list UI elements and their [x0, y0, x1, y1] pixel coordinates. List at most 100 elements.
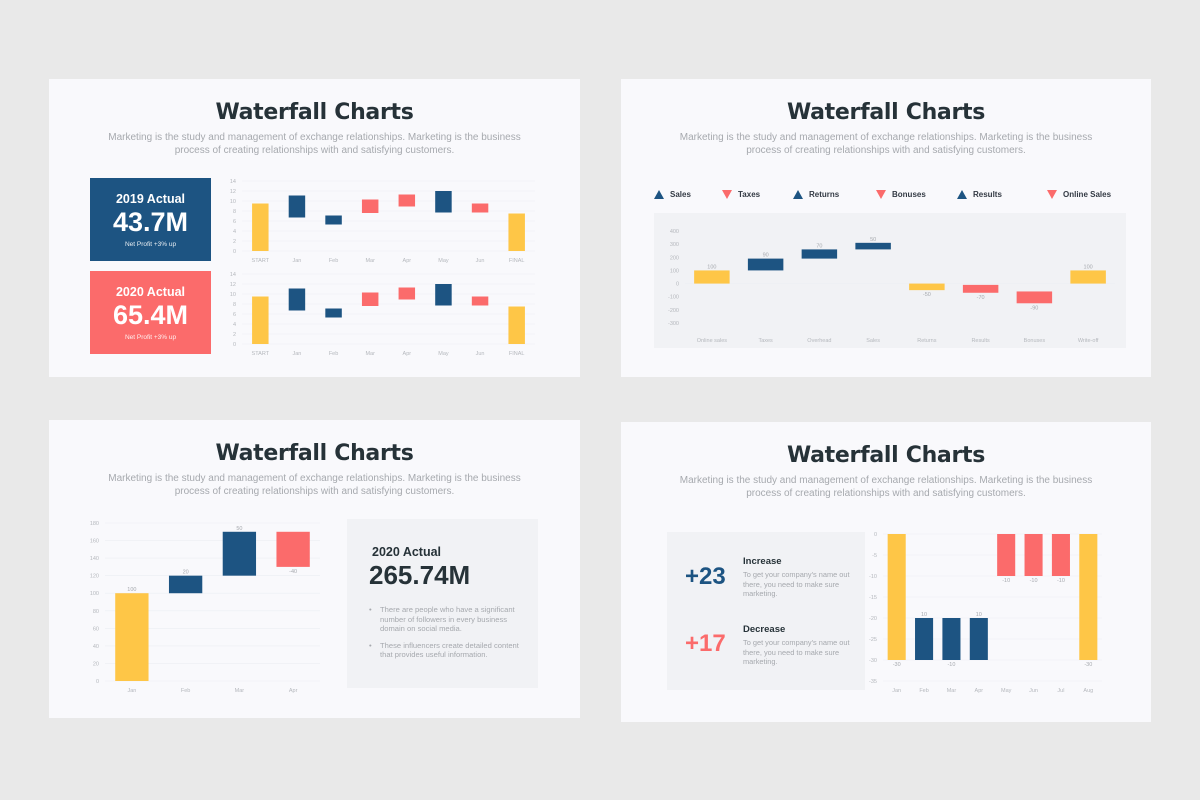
- svg-text:50: 50: [236, 526, 242, 532]
- bar-jan: [115, 593, 149, 681]
- svg-text:Online sales: Online sales: [697, 338, 728, 344]
- svg-text:80: 80: [93, 609, 99, 615]
- svg-text:-40: -40: [289, 569, 297, 575]
- svg-text:10: 10: [230, 292, 236, 298]
- slide-subtitle: Marketing is the study and management of…: [108, 473, 521, 497]
- svg-text:0: 0: [874, 532, 877, 538]
- bar-jan: [288, 195, 306, 218]
- svg-text:40: 40: [93, 644, 99, 650]
- bullet-list: There are people who have a significant …: [369, 605, 529, 667]
- svg-text:Bonuses: Bonuses: [1024, 338, 1046, 344]
- triangle-down-icon: [876, 190, 886, 199]
- bar-taxes: [747, 258, 784, 271]
- bar-mar: [942, 618, 961, 660]
- svg-text:-30: -30: [869, 658, 877, 664]
- svg-text:Jan: Jan: [293, 351, 302, 357]
- svg-text:Jun: Jun: [476, 258, 485, 264]
- svg-text:Aug: Aug: [1083, 688, 1093, 694]
- bar-final: [508, 213, 525, 251]
- svg-text:6: 6: [233, 312, 236, 318]
- svg-text:Apr: Apr: [403, 351, 412, 357]
- card-2019-actual: 2019 Actual 43.7M Net Profit +3% up: [90, 178, 211, 261]
- bar-apr: [969, 618, 988, 660]
- svg-text:FINAL: FINAL: [509, 351, 525, 357]
- svg-text:Mar: Mar: [235, 688, 245, 694]
- svg-text:0: 0: [233, 342, 236, 348]
- bar-apr: [398, 287, 416, 300]
- svg-text:400: 400: [670, 229, 679, 235]
- svg-text:10: 10: [230, 199, 236, 205]
- svg-text:8: 8: [233, 302, 236, 308]
- svg-text:Feb: Feb: [329, 351, 338, 357]
- svg-text:-35: -35: [869, 679, 877, 685]
- legend-item-returns: Returns: [793, 190, 839, 199]
- bar-online-sales: [694, 270, 730, 284]
- svg-text:100: 100: [127, 587, 136, 593]
- svg-text:14: 14: [230, 272, 236, 278]
- stat-desc-decrease: To get your company's name out there, yo…: [743, 638, 850, 666]
- bar-jan: [288, 288, 306, 311]
- summary-panel: 2020 Actual 265.74M There are people who…: [347, 519, 538, 688]
- svg-text:90: 90: [763, 253, 769, 259]
- bar-may: [435, 284, 452, 306]
- legend-item-results: Results: [957, 190, 1002, 199]
- svg-text:160: 160: [90, 539, 99, 545]
- svg-text:100: 100: [1084, 264, 1093, 270]
- bar-may: [997, 534, 1016, 576]
- triangle-down-icon: [1047, 190, 1057, 199]
- svg-text:Feb: Feb: [181, 688, 190, 694]
- svg-text:-10: -10: [869, 574, 877, 580]
- svg-text:140: 140: [90, 556, 99, 562]
- bar-jun: [1024, 534, 1043, 576]
- stat-label-increase: Increase: [743, 556, 782, 567]
- svg-text:8: 8: [233, 209, 236, 215]
- slide-title: Waterfall Charts: [215, 441, 414, 466]
- legend-label: Sales: [670, 190, 691, 199]
- svg-text:2: 2: [233, 332, 236, 338]
- bullet-item: There are people who have a significant …: [369, 605, 529, 634]
- bar-jul: [1051, 534, 1070, 576]
- svg-text:Jan: Jan: [127, 688, 136, 694]
- bar-apr: [398, 194, 416, 207]
- svg-text:Mar: Mar: [365, 351, 375, 357]
- svg-text:12: 12: [230, 282, 236, 288]
- svg-text:Mar: Mar: [947, 688, 957, 694]
- bar-start: [252, 203, 269, 251]
- card-note: Net Profit +3% up: [124, 334, 177, 341]
- bar-feb: [168, 575, 203, 594]
- svg-text:Apr: Apr: [289, 688, 298, 694]
- svg-text:Jul: Jul: [1057, 688, 1064, 694]
- svg-text:Mar: Mar: [365, 258, 375, 264]
- svg-text:START: START: [252, 258, 270, 264]
- slide-3: Waterfall Charts Marketing is the study …: [49, 420, 580, 718]
- svg-text:Results: Results: [971, 338, 990, 344]
- svg-text:4: 4: [233, 322, 236, 328]
- triangle-down-icon: [722, 190, 732, 199]
- waterfall-chart-monthly: 0 20 40 60 80 100 120 140 160 180 100 Jan 20 Feb 50 Mar…: [90, 521, 320, 694]
- svg-text:Jun: Jun: [476, 351, 485, 357]
- svg-text:10: 10: [921, 612, 927, 618]
- legend-label: Bonuses: [892, 190, 926, 199]
- svg-text:Overhead: Overhead: [807, 338, 831, 344]
- bullet-item: These influencers create detailed conten…: [369, 641, 529, 660]
- svg-text:May: May: [438, 351, 449, 357]
- svg-text:-300: -300: [668, 321, 679, 327]
- slide-subtitle: Marketing is the study and management of…: [108, 132, 521, 156]
- svg-text:-200: -200: [668, 308, 679, 314]
- panel-value: 265.74M: [369, 560, 471, 590]
- svg-text:-10: -10: [947, 662, 955, 668]
- bar-apr: [276, 531, 310, 567]
- bar-may: [435, 191, 452, 213]
- svg-text:Feb: Feb: [919, 688, 928, 694]
- triangle-up-icon: [793, 190, 803, 199]
- svg-text:Jan: Jan: [892, 688, 901, 694]
- waterfall-chart-negative: 0 -5 -10 -15 -20 -25 -30 -35 -30 Jan 10 Feb -10 Mar 10…: [869, 532, 1102, 694]
- svg-text:0: 0: [676, 282, 679, 288]
- bar-mar: [222, 531, 257, 576]
- bar-feb: [915, 618, 934, 660]
- bar-returns: [909, 283, 945, 291]
- svg-text:Jun: Jun: [1029, 688, 1038, 694]
- card-value: 43.7M: [112, 207, 189, 237]
- svg-text:120: 120: [90, 574, 99, 580]
- bar-final: [508, 306, 525, 344]
